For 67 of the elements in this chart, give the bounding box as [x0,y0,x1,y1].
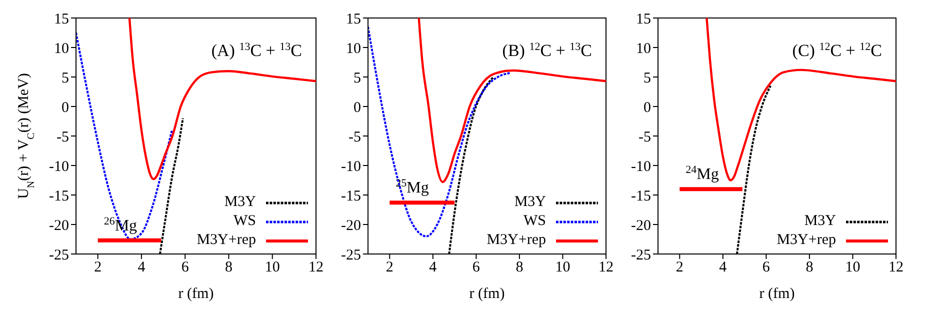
line-series [736,84,772,254]
y-tick-label: 5 [62,70,69,86]
legend-label: M3Y [224,194,256,211]
x-tick-label: 6 [762,260,770,276]
y-tick-label: 10 [346,40,361,57]
legend-label: M3Y [514,194,546,211]
y-tick-label: -25 [49,247,69,264]
annotation: $^{24}$Mg [686,164,719,184]
y-tick-label: 0 [62,100,69,116]
x-tick-label: 4 [719,260,728,276]
y-tick-label: -5 [638,129,651,146]
text: (B) $^{12}$C + $^{13}$C [502,41,592,60]
legend-label: WS [524,213,546,230]
y-tick-label: 15 [346,11,361,28]
y-tick-label: 10 [636,40,651,57]
y-tick-label: 15 [54,11,69,28]
y-tick-label: -5 [56,129,69,146]
y-tick-label: 0 [644,100,651,116]
y-tick-label: -20 [49,218,69,234]
y-tick-label: -20 [631,218,651,234]
x-tick-label: 4 [138,260,146,276]
x-tick-label: 6 [472,260,480,276]
annotation: $^{25}$Mg [396,178,429,197]
line-series [418,18,606,184]
x-tick-label: 12 [308,260,324,276]
y-tick-label: -15 [631,188,651,204]
y-tick-label: 0 [354,100,361,116]
legend-label: M3Y+rep [776,232,836,249]
text: (C) $^{12}$C + $^{12}$C [792,41,882,60]
y-tick-label: 15 [636,11,651,28]
legend-label: M3Y+rep [196,232,256,249]
y-tick-label: 5 [354,70,361,86]
annotation: $^{26}$Mg [104,215,138,234]
x-tick-label: 10 [555,260,570,276]
y-tick-label: -5 [348,129,361,146]
x-tick-label: 12 [598,260,614,276]
x-tick-label: 8 [806,260,814,276]
y-tick-label: -15 [341,188,361,204]
x-axis-title: r (fm) [469,286,505,302]
y-tick-label: -15 [49,188,69,204]
x-tick-label: 4 [429,260,438,276]
y-tick-label: -10 [341,158,361,175]
x-tick-label: 12 [888,260,904,276]
y-tick-label: -10 [631,158,651,175]
line-series [128,18,316,180]
y-tick-label: -25 [631,247,651,264]
x-tick-label: 2 [386,260,394,276]
legend-label: M3Y [804,213,836,230]
y-tick-label: 5 [644,70,651,86]
y-tick-label: -25 [341,247,361,264]
x-tick-label: 8 [516,260,524,276]
x-tick-label: 10 [264,260,280,276]
x-tick-label: 2 [676,260,684,276]
x-tick-label: 6 [181,260,190,276]
text: (A) $^{13}$C + $^{13}$C [211,41,302,60]
x-tick-label: 8 [224,260,232,276]
line-series [76,32,173,240]
y-tick-label: -20 [341,218,361,234]
y-tick-label: -10 [49,158,69,175]
legend-label: WS [234,213,256,230]
legend-label: M3Y+rep [486,232,546,249]
line-series [159,117,184,254]
x-tick-label: 10 [845,260,860,276]
x-axis-title: r (fm) [759,286,795,302]
y-tick-label: 10 [54,40,69,57]
x-axis-title: r (fm) [178,286,214,302]
x-tick-label: 2 [94,260,102,276]
